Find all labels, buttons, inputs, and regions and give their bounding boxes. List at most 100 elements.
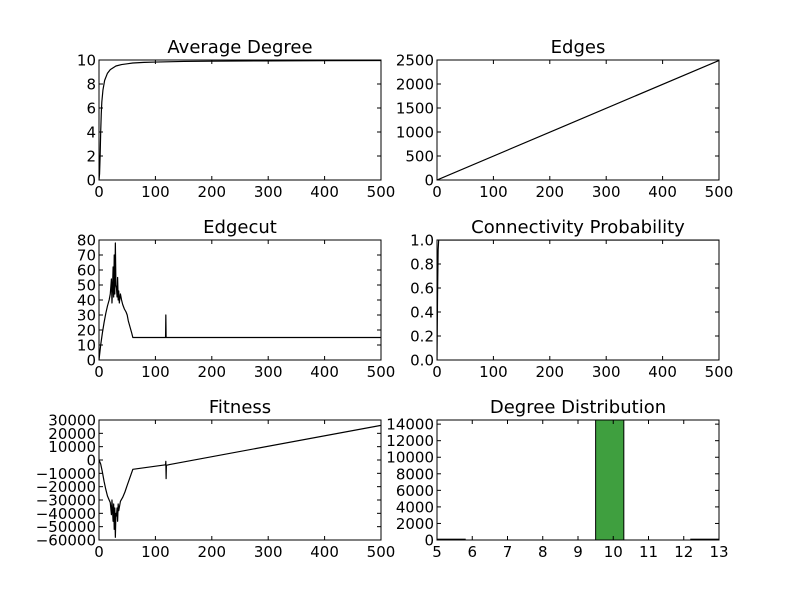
x-tick-label: 400 bbox=[310, 363, 339, 381]
y-tick-label: 40 bbox=[77, 292, 96, 310]
series-line-connectivity_probability bbox=[437, 240, 719, 360]
y-tick-label: 1.0 bbox=[410, 232, 434, 250]
y-tick-label: 8000 bbox=[396, 465, 434, 483]
axes-frame-degree-distribution bbox=[436, 419, 720, 541]
x-tick-label: 300 bbox=[254, 363, 283, 381]
x-tick-label: 300 bbox=[592, 363, 621, 381]
y-tick-label: −30000 bbox=[36, 492, 96, 510]
x-tick-label: 12 bbox=[674, 543, 693, 561]
y-tick-label: 2 bbox=[86, 148, 96, 166]
y-tick-label: 30 bbox=[77, 307, 96, 325]
y-tick-label: 0.4 bbox=[410, 304, 434, 322]
x-tick-label: 0 bbox=[94, 363, 104, 381]
x-tick-label: 400 bbox=[648, 363, 677, 381]
x-tick-label: 500 bbox=[705, 363, 734, 381]
x-tick-label: 200 bbox=[535, 183, 564, 201]
y-tick-label: −50000 bbox=[36, 518, 96, 536]
y-tick-label: 20000 bbox=[48, 425, 96, 443]
x-tick-label: 5 bbox=[432, 543, 442, 561]
x-tick-label: 7 bbox=[503, 543, 513, 561]
y-tick-label: 60 bbox=[77, 262, 96, 280]
plot-area-connectivity-probability bbox=[437, 240, 719, 360]
y-tick-label: 0 bbox=[86, 172, 96, 190]
y-tick-label: 0 bbox=[86, 452, 96, 470]
y-tick-label: 0.2 bbox=[410, 328, 434, 346]
y-tick-label: 20 bbox=[77, 322, 96, 340]
y-tick-label: 0.8 bbox=[410, 256, 434, 274]
x-tick-label: 200 bbox=[197, 543, 226, 561]
x-tick-label: 500 bbox=[367, 183, 396, 201]
y-tick-label: 10000 bbox=[48, 438, 96, 456]
y-tick-label: −20000 bbox=[36, 478, 96, 496]
plot-area-edges bbox=[437, 60, 719, 180]
y-tick-label: 4 bbox=[86, 124, 96, 142]
x-tick-label: 100 bbox=[479, 363, 508, 381]
plot-area-average-degree bbox=[99, 60, 381, 180]
x-tick-label: 200 bbox=[197, 363, 226, 381]
x-tick-label: 9 bbox=[573, 543, 583, 561]
x-tick-label: 100 bbox=[141, 183, 170, 201]
x-tick-label: 100 bbox=[141, 363, 170, 381]
x-tick-label: 0 bbox=[94, 543, 104, 561]
chart-fitness: Fitness 0 100 200 300 400 500 −60000−50000−4000… bbox=[36, 397, 396, 561]
x-tick-label: 8 bbox=[538, 543, 548, 561]
x-tick-label: 300 bbox=[254, 183, 283, 201]
chart-title-average-degree: Average Degree bbox=[167, 37, 312, 58]
y-tick-label: 30000 bbox=[48, 412, 96, 430]
chart-title-edgecut: Edgecut bbox=[203, 217, 277, 238]
x-tick-label: 100 bbox=[141, 543, 170, 561]
series-line-average_degree bbox=[99, 60, 381, 180]
y-tick-label: 14000 bbox=[386, 416, 434, 434]
chart-degree-distribution: Degree Distribution 5 6 7 8 9 10 11 12 13 02000400… bbox=[386, 397, 728, 561]
x-tick-label: 0 bbox=[432, 183, 442, 201]
x-tick-label: 400 bbox=[310, 543, 339, 561]
x-tick-label: 500 bbox=[367, 543, 396, 561]
series-line-edgecut bbox=[99, 242, 381, 360]
y-tick-label: 2500 bbox=[396, 52, 434, 70]
y-tick-label: 1000 bbox=[396, 124, 434, 142]
plot-area-degree-distribution bbox=[437, 420, 719, 540]
y-tick-label: 0.0 bbox=[410, 352, 434, 370]
chart-title-fitness: Fitness bbox=[209, 397, 271, 418]
series-line-edges bbox=[437, 60, 719, 180]
x-tick-label: 0 bbox=[432, 363, 442, 381]
y-tick-label: 70 bbox=[77, 247, 96, 265]
y-tick-label: −10000 bbox=[36, 465, 96, 483]
x-tick-label: 13 bbox=[709, 543, 728, 561]
y-tick-label: 10000 bbox=[386, 449, 434, 467]
y-tick-label: 0.6 bbox=[410, 280, 434, 298]
chart-connectivity-probability: Connectivity Probability 0 100 200 300 400 500… bbox=[410, 217, 733, 381]
y-tick-label: 1500 bbox=[396, 100, 434, 118]
y-tick-label: 2000 bbox=[396, 76, 434, 94]
y-tick-label: 80 bbox=[77, 232, 96, 250]
x-tick-label: 200 bbox=[535, 363, 564, 381]
chart-title-connectivity-probability: Connectivity Probability bbox=[471, 217, 685, 238]
x-tick-label: 400 bbox=[310, 183, 339, 201]
y-tick-label: 10 bbox=[77, 337, 96, 355]
y-tick-label: −40000 bbox=[36, 505, 96, 523]
y-tick-label: 0 bbox=[86, 352, 96, 370]
plot-area-edgecut bbox=[99, 242, 381, 360]
y-tick-label: 0 bbox=[424, 532, 434, 550]
y-tick-label: 12000 bbox=[386, 432, 434, 450]
y-tick-label: 6000 bbox=[396, 482, 434, 500]
chart-average-degree: Average Degree 0 100 200 300 400 500 0 2 4 6 8 10 bbox=[77, 37, 395, 201]
x-tick-label: 200 bbox=[197, 183, 226, 201]
x-tick-label: 400 bbox=[648, 183, 677, 201]
x-tick-label: 11 bbox=[639, 543, 658, 561]
axes-frame-edgecut bbox=[98, 239, 382, 361]
series-line-fitness bbox=[99, 424, 381, 538]
y-tick-label: 6 bbox=[86, 100, 96, 118]
chart-edges: Edges 0 100 200 300 400 500 0 500 1000 1500 2000 250… bbox=[396, 37, 734, 201]
axes-frame-average-degree bbox=[98, 59, 382, 181]
y-tick-label: 500 bbox=[405, 148, 434, 166]
x-tick-label: 500 bbox=[367, 363, 396, 381]
plot-area-fitness bbox=[99, 424, 381, 538]
x-tick-label: 10 bbox=[604, 543, 623, 561]
x-tick-label: 100 bbox=[479, 183, 508, 201]
x-tick-label: 300 bbox=[254, 543, 283, 561]
y-tick-label: 50 bbox=[77, 277, 96, 295]
y-tick-label: 4000 bbox=[396, 498, 434, 516]
